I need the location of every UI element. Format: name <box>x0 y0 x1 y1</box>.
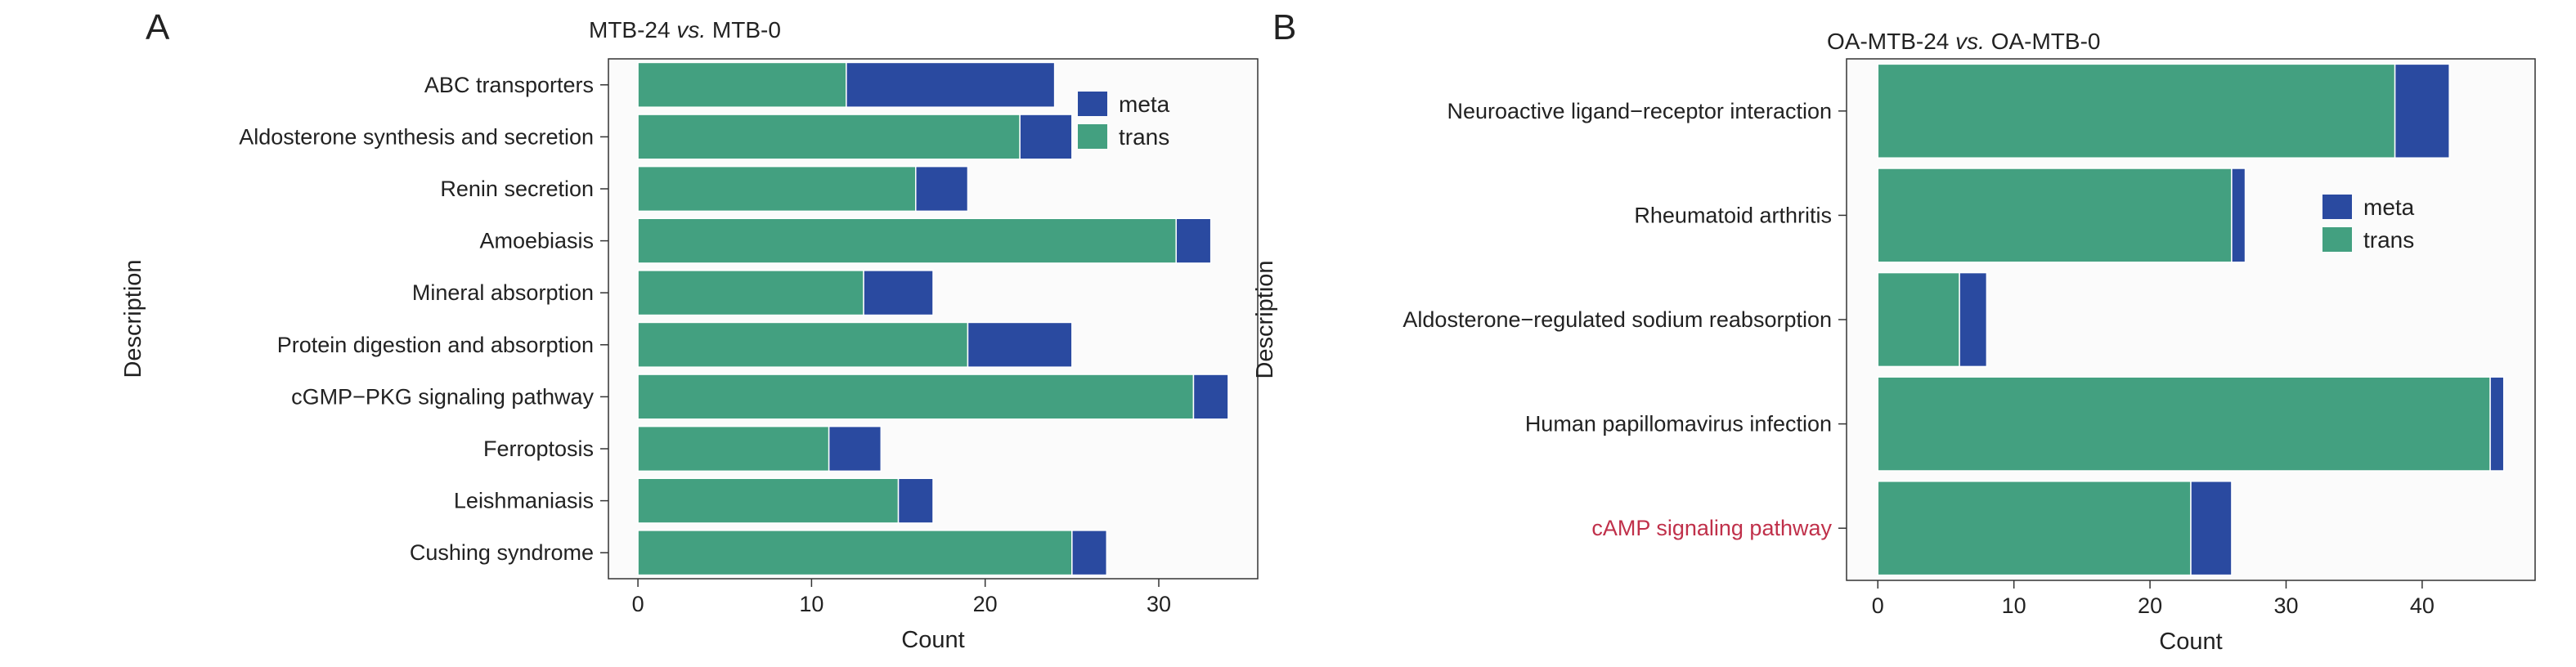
x-tick-label: 0 <box>632 592 644 616</box>
bar-trans-3 <box>1877 271 1960 368</box>
x-tick-label: 10 <box>799 592 824 616</box>
panel-letter: B <box>1272 7 1296 47</box>
bar-trans-5 <box>637 270 864 316</box>
category-label: cGMP−PKG signaling pathway <box>291 384 594 409</box>
category-label: Cushing syndrome <box>410 540 594 565</box>
bar-trans-4 <box>637 217 1177 264</box>
bar-meta-5 <box>863 270 934 316</box>
bar-meta-2 <box>2231 168 2246 263</box>
category-label: cAMP signaling pathway <box>1591 516 1832 540</box>
bar-meta-4 <box>2489 376 2505 472</box>
legend-label-meta: meta <box>2363 195 2415 220</box>
chart-title: MTB-24 vs. MTB-0 <box>589 17 781 43</box>
bar-trans-8 <box>637 425 830 472</box>
bar-meta-4 <box>1175 217 1212 264</box>
category-label: Neuroactive ligand−receptor interaction <box>1447 99 1832 123</box>
bar-meta-3 <box>915 165 969 213</box>
category-label: Amoebiasis <box>479 229 594 253</box>
bar-trans-5 <box>1877 481 2192 576</box>
y-axis-label: Description <box>120 259 146 378</box>
bar-meta-6 <box>967 321 1073 368</box>
bar-meta-2 <box>1019 114 1073 160</box>
bar-trans-2 <box>1877 168 2233 263</box>
bar-trans-6 <box>637 321 969 368</box>
bar-meta-9 <box>897 477 934 524</box>
y-axis-label: Description <box>1252 260 1278 378</box>
x-tick-label: 20 <box>973 592 998 616</box>
legend-label-meta: meta <box>1119 92 1170 117</box>
bar-meta-1 <box>846 61 1056 108</box>
category-label: Renin secretion <box>440 177 594 201</box>
legend-swatch-trans <box>2322 227 2352 252</box>
bar-meta-1 <box>2394 63 2450 159</box>
bar-meta-7 <box>1192 374 1229 420</box>
category-label: ABC transporters <box>424 73 594 97</box>
panel-a: A MTB-24 vs. MTB-0 ABC transporters Aldoste… <box>120 7 1259 653</box>
bar-trans-9 <box>637 477 900 524</box>
legend-label-trans: trans <box>2363 227 2414 253</box>
bar-trans-2 <box>637 114 1021 160</box>
bar-trans-4 <box>1877 376 2491 472</box>
x-tick-label: 30 <box>2273 593 2298 618</box>
legend-swatch-meta <box>1078 92 1107 116</box>
x-tick-label: 10 <box>2002 593 2026 618</box>
bar-trans-7 <box>637 374 1195 420</box>
x-axis-label: Count <box>2159 629 2222 655</box>
bar-meta-5 <box>2190 481 2233 576</box>
x-tick-label: 40 <box>2410 593 2435 618</box>
category-label: Human papillomavirus infection <box>1525 412 1832 436</box>
category-label: Mineral absorption <box>412 280 594 305</box>
bar-meta-10 <box>1071 530 1108 576</box>
legend-label-trans: trans <box>1119 124 1169 150</box>
x-tick-label: 20 <box>2138 593 2162 618</box>
bar-trans-3 <box>637 165 917 213</box>
category-label: Leishmaniasis <box>454 489 594 513</box>
category-label: Protein digestion and absorption <box>277 333 594 357</box>
bar-meta-3 <box>1959 271 1988 368</box>
bar-trans-1 <box>637 61 847 108</box>
category-label: Aldosterone synthesis and secretion <box>239 124 594 149</box>
x-axis-label: Count <box>901 627 964 653</box>
bar-meta-8 <box>828 425 882 472</box>
legend-swatch-meta <box>2322 195 2352 219</box>
category-label: Rheumatoid arthritis <box>1634 203 1832 227</box>
panel-letter: A <box>146 7 170 47</box>
x-tick-label: 30 <box>1147 592 1171 616</box>
chart-title: OA-MTB-24 vs. OA-MTB-0 <box>1827 29 2100 54</box>
legend-swatch-trans <box>1078 124 1107 149</box>
bar-trans-10 <box>637 530 1073 576</box>
bar-trans-1 <box>1877 63 2396 159</box>
panel-b: B OA-MTB-24 vs. OA-MTB-0 Neuroactive ligan… <box>1252 7 2536 655</box>
x-tick-label: 0 <box>1872 593 1884 618</box>
category-label: Aldosterone−regulated sodium reabsorptio… <box>1402 307 1832 332</box>
category-label: Ferroptosis <box>483 436 594 461</box>
